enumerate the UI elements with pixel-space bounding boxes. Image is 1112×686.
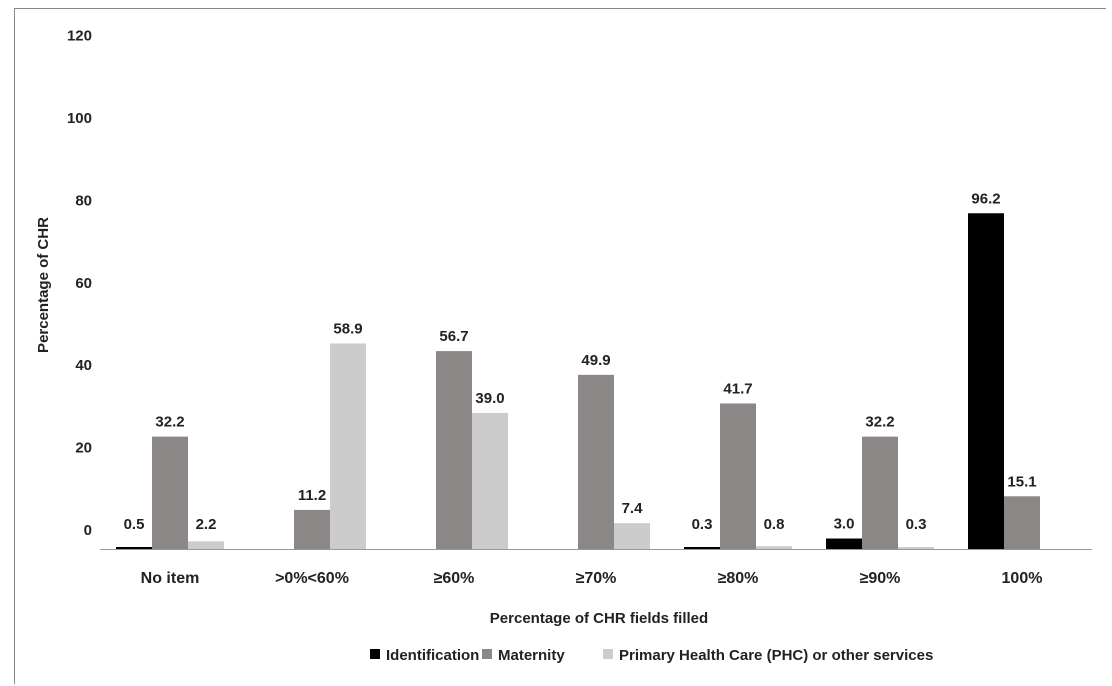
- data-label: 15.1: [1007, 473, 1036, 490]
- data-label: 56.7: [439, 328, 468, 345]
- y-tick-label: 120: [67, 28, 92, 45]
- category-label: ≥60%: [434, 570, 475, 587]
- bar: [756, 546, 792, 549]
- data-label: 0.3: [906, 516, 927, 533]
- legend-swatch: [482, 649, 492, 659]
- data-label: 0.8: [764, 516, 785, 533]
- data-label: 39.0: [475, 390, 504, 407]
- y-tick-label: 100: [67, 110, 92, 127]
- bar: [1004, 496, 1040, 549]
- bar: [188, 541, 224, 549]
- bars: [116, 213, 1040, 549]
- data-label: 0.3: [692, 516, 713, 533]
- legend-label: Primary Health Care (PHC) or other servi…: [619, 647, 933, 664]
- bar: [614, 523, 650, 549]
- y-tick-label: 80: [75, 192, 92, 209]
- category-label: No item: [141, 570, 200, 587]
- y-axis-title: Percentage of CHR: [35, 217, 52, 353]
- category-labels: No item >0%<60% ≥60% ≥70% ≥80% ≥90% 100%: [141, 570, 1043, 587]
- bar: [436, 351, 472, 549]
- category-label: >0%<60%: [275, 570, 349, 587]
- bar: [116, 547, 152, 549]
- category-label: ≥90%: [860, 570, 901, 587]
- data-label: 7.4: [622, 500, 644, 517]
- bar: [720, 403, 756, 549]
- bar: [862, 436, 898, 549]
- y-tick-label: 20: [75, 440, 92, 457]
- data-label: 11.2: [298, 487, 326, 504]
- y-tick-label: 0: [84, 522, 92, 539]
- legend-swatch: [603, 649, 613, 659]
- bar: [578, 374, 614, 549]
- category-label: ≥80%: [718, 570, 759, 587]
- bar: [898, 547, 934, 549]
- legend-label: Maternity: [498, 647, 565, 664]
- bar: [294, 509, 330, 549]
- data-label: 2.2: [196, 516, 217, 533]
- legend-swatch: [370, 649, 380, 659]
- data-label: 32.2: [155, 414, 184, 431]
- y-tick-labels: 0 20 40 60 80 100 120: [67, 28, 92, 539]
- chart-frame: [14, 8, 1106, 684]
- bar: [472, 412, 508, 549]
- data-labels: 0.5 32.2 2.2 11.2 58.9 56.7 39.0 49.9 7.4 0.3 41.7…: [124, 190, 1037, 533]
- x-axis-title: Percentage of CHR fields filled: [490, 610, 708, 627]
- legend: Identification Maternity Primary Health Ca…: [370, 647, 933, 664]
- y-tick-label: 40: [75, 357, 92, 374]
- data-label: 58.9: [333, 320, 362, 337]
- data-label: 41.7: [723, 380, 752, 397]
- data-label: 0.5: [124, 516, 145, 533]
- bar: [968, 213, 1004, 549]
- legend-label: Identification: [386, 647, 479, 664]
- bar: [152, 436, 188, 549]
- bar: [826, 538, 862, 549]
- data-label: 49.9: [581, 352, 610, 369]
- data-label: 32.2: [865, 414, 894, 431]
- y-tick-label: 60: [75, 275, 92, 292]
- bar: [330, 343, 366, 549]
- category-label: ≥70%: [576, 570, 617, 587]
- category-label: 100%: [1002, 570, 1043, 587]
- bar: [684, 547, 720, 549]
- data-label: 3.0: [834, 516, 855, 533]
- data-label: 96.2: [971, 190, 1000, 207]
